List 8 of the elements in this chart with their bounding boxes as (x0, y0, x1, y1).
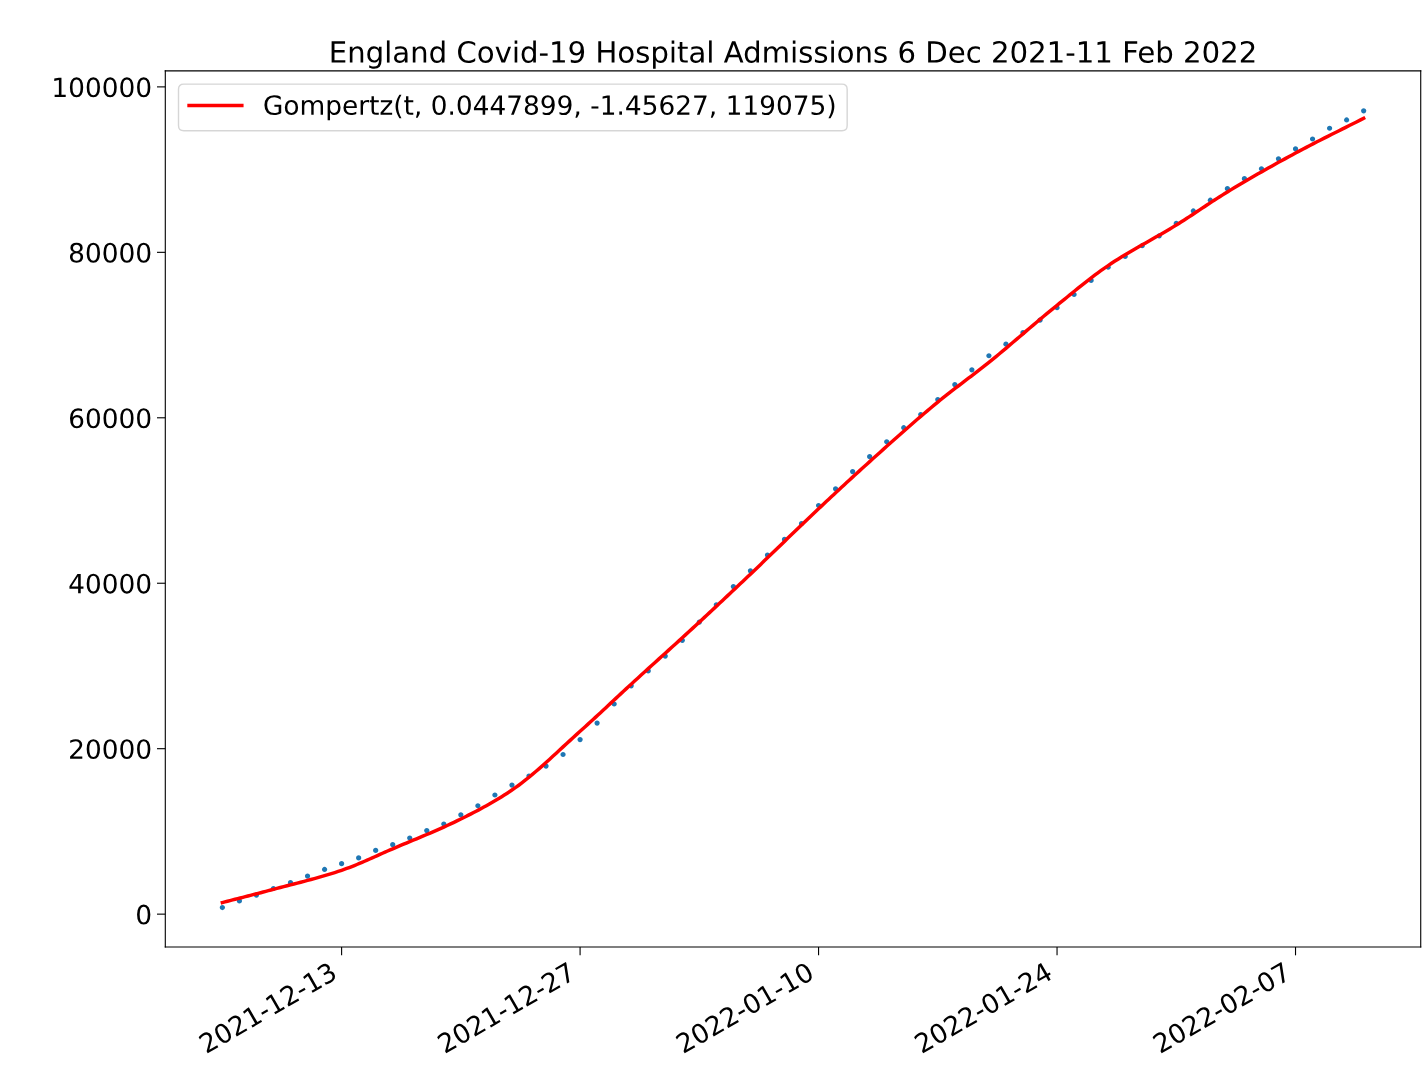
y-tick-label: 40000 (69, 573, 151, 594)
y-tick-label: 80000 (69, 242, 151, 263)
y-tick-label: 20000 (70, 739, 151, 760)
y-tick-label: 100000 (54, 77, 151, 98)
legend-label: Gompertz(t, 0.0447899, -1.45627, 119075) (264, 94, 835, 121)
chart-title: England Covid-19 Hospital Admissions 6 Dec 2021-11 Feb 2022 (331, 40, 1255, 69)
y-tick-label: 60000 (70, 408, 151, 429)
y-tick-label: 0 (137, 904, 151, 925)
